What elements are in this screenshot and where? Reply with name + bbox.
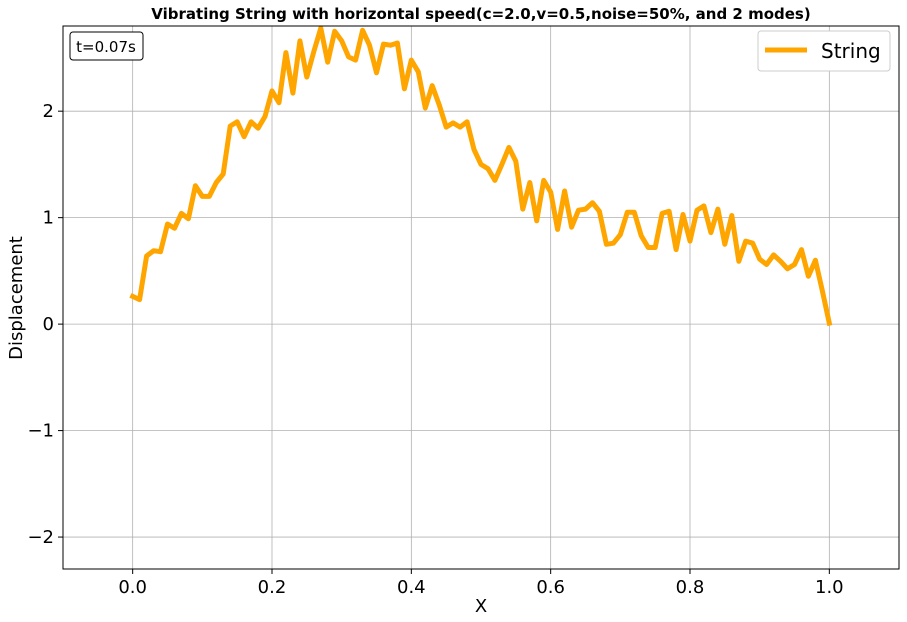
y-tick-label: −2: [27, 527, 54, 548]
y-tick-label: 2: [43, 101, 54, 122]
legend-box: [757, 30, 891, 72]
time-annotation-text: t=0.07s: [76, 38, 136, 56]
time-annotation-box: [69, 31, 144, 61]
y-tick-label: −1: [27, 421, 54, 442]
y-axis-label: Displacement: [6, 236, 27, 360]
x-ticks: 0.0 0.2 0.4 0.6 0.8 1.0: [118, 569, 844, 598]
y-tick-label: 0: [43, 314, 54, 335]
grid: [63, 26, 899, 569]
x-tick-label: 0.4: [397, 577, 426, 598]
series-layer: [129, 25, 833, 327]
x-tick-label: 0.2: [258, 577, 287, 598]
y-tick-label: 1: [43, 208, 54, 229]
x-tick-label: 0.6: [536, 577, 565, 598]
series-line-string: [129, 25, 833, 327]
legend-label: String: [821, 39, 881, 63]
x-axis-label: X: [475, 596, 487, 617]
plot-frame: [62, 25, 900, 570]
x-tick-label: 0.0: [118, 577, 147, 598]
chart-title: Vibrating String with horizontal speed(c…: [151, 5, 810, 23]
legend: String: [757, 30, 891, 72]
y-ticks: −2 −1 0 1 2: [27, 101, 63, 548]
x-tick-label: 0.8: [676, 577, 705, 598]
time-annotation: t=0.07s: [69, 31, 144, 61]
x-tick-label: 1.0: [815, 577, 844, 598]
